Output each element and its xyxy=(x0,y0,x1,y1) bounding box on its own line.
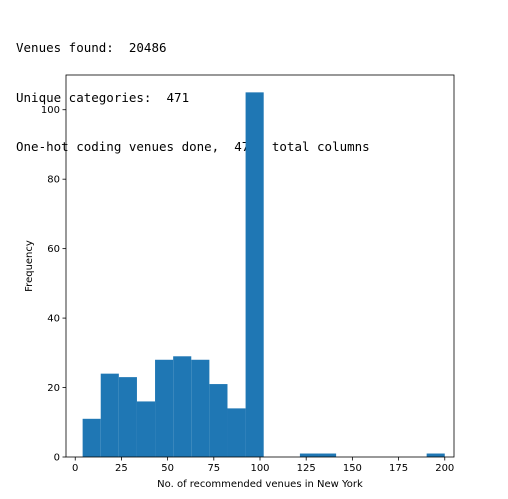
x-tick-label: 100 xyxy=(250,463,269,474)
x-tick-label: 25 xyxy=(115,463,128,474)
histogram-bar xyxy=(155,359,174,457)
x-tick-label: 200 xyxy=(435,463,454,474)
histogram-bar xyxy=(82,418,101,457)
x-tick-label: 50 xyxy=(161,463,174,474)
venues-found-line: Venues found: 20486 xyxy=(16,40,167,55)
histogram-bar xyxy=(299,453,319,457)
x-tick-label: 0 xyxy=(72,463,78,474)
histogram-bar xyxy=(318,453,337,457)
x-axis-label: No. of recommended venues in New York xyxy=(157,479,363,490)
histogram-bar xyxy=(191,359,210,457)
y-tick-label: 0 xyxy=(54,453,60,464)
histogram-bar xyxy=(245,92,264,457)
histogram-bar xyxy=(426,453,445,457)
x-tick-label: 75 xyxy=(207,463,220,474)
y-tick-label: 20 xyxy=(47,383,60,394)
histogram-bar xyxy=(100,373,119,457)
x-tick-label: 125 xyxy=(297,463,316,474)
histogram-bar xyxy=(227,408,246,457)
histogram-bar xyxy=(136,401,156,457)
histogram-bar xyxy=(118,377,137,457)
x-tick-label: 175 xyxy=(389,463,408,474)
y-tick-label: 80 xyxy=(47,175,60,186)
chart-axes: 0 25 50 75 100 125 150 175 200 0 20 40 60 80 100 xyxy=(41,74,455,474)
y-axis-label: Frequency xyxy=(24,240,35,292)
x-tick-label: 150 xyxy=(343,463,362,474)
histogram-bar xyxy=(209,384,228,457)
y-tick-label: 40 xyxy=(47,314,60,325)
histogram-bars xyxy=(82,92,445,457)
unique-categories-line: Unique categories: 471 xyxy=(16,89,190,105)
y-tick-label: 60 xyxy=(47,244,60,255)
histogram-bar xyxy=(173,356,192,457)
y-tick-label: 100 xyxy=(41,105,60,116)
